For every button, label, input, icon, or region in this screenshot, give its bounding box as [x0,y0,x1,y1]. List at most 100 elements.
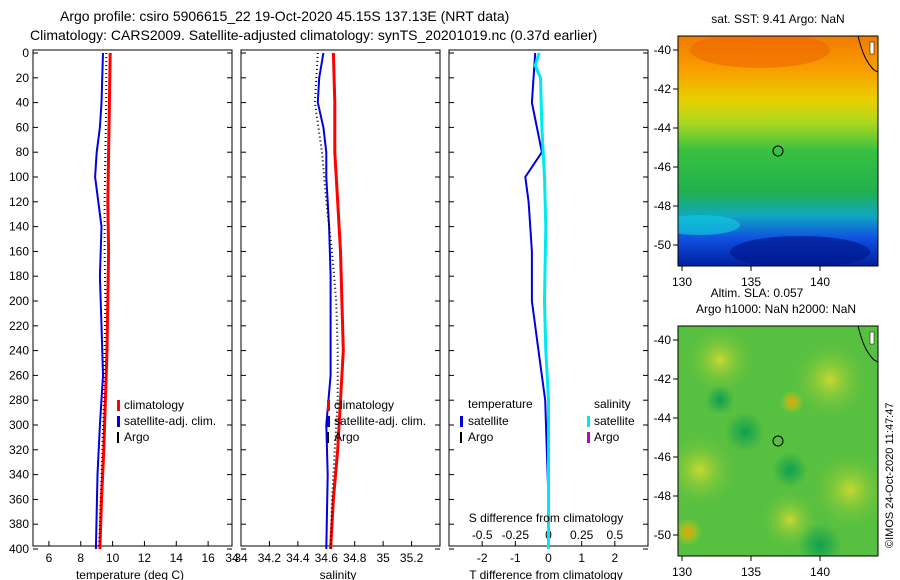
x-tick-label: 8 [77,551,84,565]
depth-tick-label: 140 [9,220,29,234]
difference-series [524,52,550,549]
series-line-satellite-adj-clim- [316,52,332,550]
temperature-legend: climatology satellite-adj. clim. Argo [117,398,216,444]
legend-label-climatology: climatology [124,398,184,412]
legend-swatch-argo [117,432,119,443]
legend-header-salinity: salinity [594,397,631,411]
sla-low-blob [798,523,842,556]
x-tick-label: 6 [46,551,53,565]
x-tick-label: 35 [376,551,390,565]
legend-label-temp-satellite: satellite [468,414,509,428]
lon-tick-label: 140 [810,565,830,579]
depth-tick-label: 40 [16,96,30,110]
sst-map-title: sat. SST: 9.41 Argo: NaN [711,12,844,26]
figure-title-line2: Climatology: CARS2009. Satellite-adjuste… [30,27,597,43]
lat-tick-label: -42 [654,372,672,386]
sla-coast-land [869,331,875,345]
depth-tick-label: 180 [9,269,29,283]
sla-high-blob [678,432,738,508]
depth-tick-label: 340 [9,468,29,482]
figure-title-line1: Argo profile: csiro 5906615_22 19-Oct-20… [60,8,509,24]
sst-coastline [857,36,878,73]
x-tick-label: 34 [234,551,248,565]
depth-tick-label: 160 [9,244,29,258]
sst-cold-patch [730,236,870,266]
depth-tick-label: 80 [16,145,30,159]
depth-tick-label: 100 [9,170,29,184]
sst-warm-patch [690,36,830,68]
lat-tick-label: -48 [654,489,672,503]
depth-tick-label: 60 [16,120,30,134]
lat-tick-label: -42 [654,82,672,96]
depth-tick-label: 320 [9,443,29,457]
salinity-plot-frame [240,49,441,547]
depth-tick-label: 200 [9,294,29,308]
legend-label-sal-argo: Argo [594,430,620,444]
series-line-satellite-adj-clim- [94,52,105,550]
difference-xlabel-top: S difference from climatology [469,511,624,525]
legend-label-argo: Argo [124,430,150,444]
series-line-salinity-satellite [533,52,550,549]
sla-low-blob [725,412,765,452]
lon-tick-label: 135 [741,275,761,289]
temperature-xlabel: temperature (deg C) [76,568,184,580]
legend-header-temperature: temperature [468,397,533,411]
series-line-climatology [98,52,112,550]
depth-tick-label: 400 [9,542,29,556]
sla-map [678,326,878,556]
credit-text: ©IMOS 24-Oct-2020 11:47:47 [884,403,896,548]
salinity-x-axis: 34 34.2 34.4 34.6 34.8 35 35.2 [234,541,424,565]
sla-argo-marker [772,435,784,447]
x-tick-label: 1 [578,551,585,565]
x-tick-label: 2 [611,551,618,565]
lon-tick-label: 135 [741,565,761,579]
x-tick-label: 14 [170,551,184,565]
legend-label-temp-argo: Argo [468,430,494,444]
lon-tick-label: 140 [810,275,830,289]
x-tick-label-top: 0.25 [570,528,594,542]
series-line-climatology [329,52,345,550]
temperature-series [94,52,112,550]
legend-label-sal-satellite: satellite [594,414,635,428]
depth-tick-label: 360 [9,492,29,506]
legend-swatch-argo [327,432,329,443]
sla-map-frame [677,325,879,557]
difference-x-axis: -2 -1 0 1 2-0.5 -0.25 0 0.25 0.5 [472,528,624,565]
lat-tick-label: -44 [654,121,672,135]
x-tick-label: -2 [477,551,488,565]
depth-tick-label: 120 [9,195,29,209]
lat-tick-label: -40 [654,333,672,347]
lat-tick-label: -40 [654,43,672,57]
depth-tick-label: 240 [9,344,29,358]
lat-tick-label: -44 [654,411,672,425]
sst-cyan-patch [678,215,740,235]
sla-peak-blob [780,390,804,414]
legend-swatch-sal-argo [587,432,590,443]
temperature-x-axis: 6 8 10 12 14 16 34 [46,541,239,565]
legend-swatch-temp-satellite [460,416,463,427]
sla-low-blob [772,452,808,488]
legend-swatch-temp-argo [460,432,462,443]
lat-tick-label: -50 [654,528,672,542]
x-tick-label-top: -0.25 [502,528,530,542]
x-tick-label: 34.6 [315,551,339,565]
x-tick-label: 34 [225,551,239,565]
depth-tick-label: 380 [9,517,29,531]
depth-tick-label: 0 [22,46,29,60]
x-tick-label: 10 [106,551,120,565]
salinity-xlabel: salinity [320,568,357,580]
sla-map-axes: -40 -42 -44 -46 -48 -50 130 135 140 [654,333,831,579]
lat-tick-label: -50 [654,238,672,252]
salinity-series [313,52,345,550]
legend-swatch-satellite [117,416,120,427]
lon-tick-label: 130 [672,565,692,579]
legend-swatch-sal-satellite [587,416,590,427]
sst-map-frame [677,35,879,267]
temperature-plot-frame [32,49,233,547]
x-tick-label: 34.4 [286,551,310,565]
difference-xlabel: T difference from climatology [469,568,623,580]
sla-high-blob [810,450,878,530]
sla-peak-blob [678,518,702,546]
x-tick-label-top: 0.5 [606,528,623,542]
